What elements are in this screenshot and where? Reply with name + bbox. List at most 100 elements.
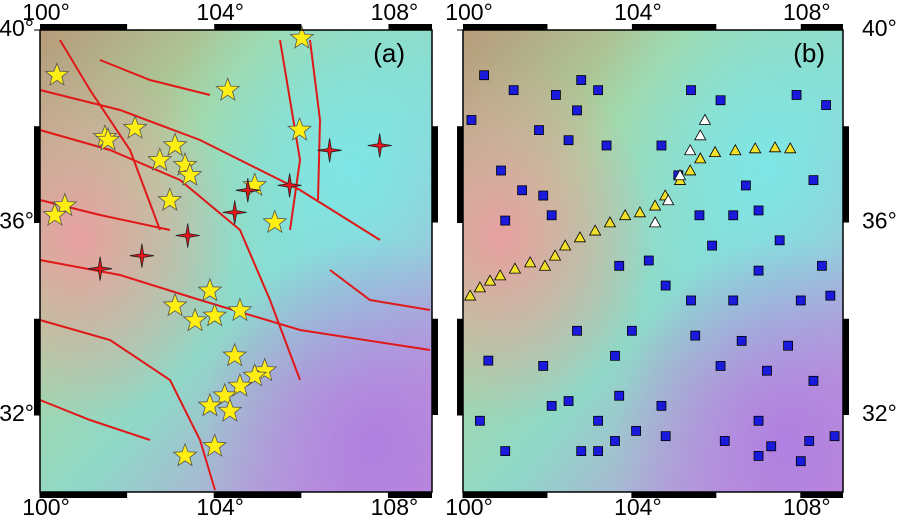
station-square <box>631 425 642 436</box>
station-square <box>753 451 764 461</box>
star <box>172 442 198 467</box>
station-square <box>479 70 490 81</box>
star <box>44 62 70 86</box>
station-square <box>500 446 511 456</box>
station-square <box>829 431 840 442</box>
frame-bar <box>843 318 849 415</box>
station-square <box>546 400 557 411</box>
frame-bar <box>214 24 302 30</box>
frame-bar <box>457 126 463 223</box>
station-square <box>614 390 625 401</box>
x-tick-label: 108° <box>371 0 419 25</box>
station-square <box>715 361 726 371</box>
frame-bar <box>463 492 548 498</box>
star <box>197 277 223 302</box>
star <box>182 307 208 332</box>
station-square <box>660 280 671 291</box>
station-triangle <box>708 145 722 158</box>
station-triangle-white <box>662 194 675 206</box>
station-square <box>795 295 806 306</box>
station-square <box>808 175 819 186</box>
station-triangle <box>694 152 707 164</box>
star <box>215 77 241 101</box>
station-triangle <box>729 143 742 156</box>
station-triangle-white <box>698 113 712 125</box>
star <box>242 362 268 387</box>
station-square <box>496 165 506 176</box>
cross-star <box>317 138 342 163</box>
cross-star <box>277 173 302 198</box>
frame-bar <box>34 318 40 415</box>
frame-bar <box>457 318 463 415</box>
frame-bar <box>40 492 128 498</box>
y-tick-label: 40° <box>862 15 897 41</box>
star <box>202 433 228 457</box>
station-square <box>593 85 604 96</box>
station-square <box>538 190 549 201</box>
station-square <box>626 325 637 336</box>
frame-bar <box>463 24 548 30</box>
star <box>42 202 68 226</box>
frame-bar <box>800 24 843 30</box>
station-square <box>660 431 671 442</box>
station-square <box>740 180 751 191</box>
frame-bar <box>432 126 438 223</box>
station-square <box>508 85 519 96</box>
station-triangle <box>483 274 497 286</box>
station-square <box>610 350 620 361</box>
fault-lines <box>39 39 431 491</box>
station-square <box>766 441 777 452</box>
x-tick-label: 108° <box>783 494 831 520</box>
star <box>287 116 313 141</box>
markers <box>42 25 840 467</box>
station-square <box>563 396 574 406</box>
terrain-a <box>40 30 432 492</box>
station-square <box>466 115 477 125</box>
x-tick-label: 104° <box>196 494 244 520</box>
panel-label: (b) <box>793 38 825 68</box>
station-square <box>762 365 772 376</box>
station-triangle <box>558 239 572 251</box>
star <box>122 115 148 139</box>
station-square <box>694 210 705 221</box>
y-tick-label: 32° <box>0 400 34 426</box>
station-square <box>576 75 587 85</box>
station-square <box>550 90 561 100</box>
station-triangle <box>573 231 587 243</box>
station-square <box>690 330 701 341</box>
station-square <box>795 456 806 467</box>
frame-bar <box>432 318 438 415</box>
station-square <box>643 255 654 266</box>
station-square <box>774 235 785 246</box>
station-square <box>546 210 557 221</box>
x-tick-label: 104° <box>614 494 662 520</box>
x-tick-label: 100° <box>22 0 70 25</box>
station-triangle <box>618 208 632 221</box>
x-tick-label: 108° <box>783 0 831 25</box>
station-square <box>500 215 511 226</box>
station-square <box>656 400 667 411</box>
frame-bar <box>843 126 849 223</box>
station-square <box>791 90 802 100</box>
station-square <box>825 290 836 301</box>
star <box>95 127 121 151</box>
station-square <box>538 361 549 371</box>
x-tick-label: 100° <box>445 0 493 25</box>
station-square <box>808 375 819 386</box>
frame-bar <box>214 492 302 498</box>
frame-bar <box>40 24 128 30</box>
station-triangle <box>784 142 797 154</box>
star <box>157 187 183 212</box>
station-square <box>534 125 544 135</box>
cross-star <box>88 256 113 281</box>
station-triangle <box>523 256 537 268</box>
station-square <box>601 140 612 151</box>
station-triangle-white <box>694 129 707 141</box>
star <box>222 342 248 367</box>
station-triangle <box>473 281 487 293</box>
star <box>52 192 78 217</box>
station-square <box>593 415 604 426</box>
